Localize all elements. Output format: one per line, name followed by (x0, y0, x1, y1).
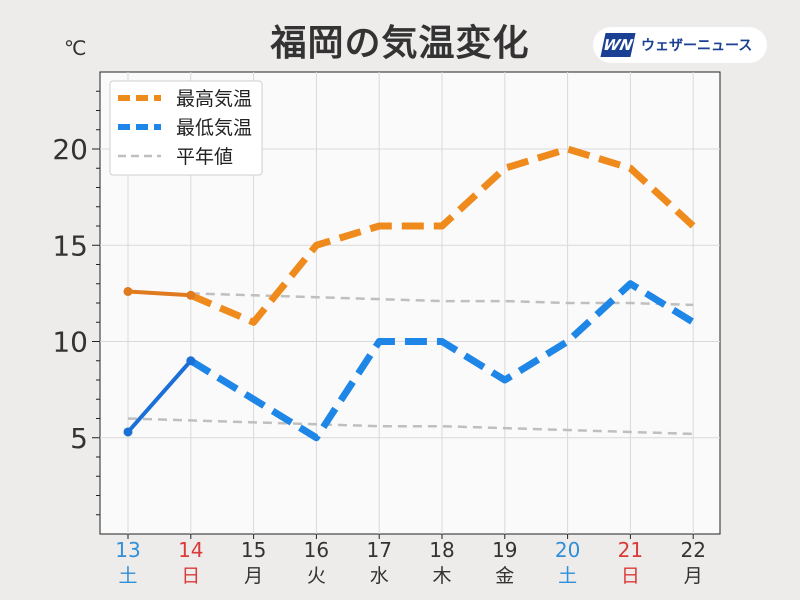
y-tick-label: 5 (70, 422, 88, 455)
chart-title: 福岡の気温変化 (270, 23, 530, 64)
x-tick-label-day: 20 (555, 538, 580, 562)
x-tick-label-weekday: 木 (432, 565, 451, 587)
low-observed-point (186, 356, 196, 366)
x-tick-label-day: 17 (366, 538, 391, 562)
x-tick-label-day: 21 (618, 538, 643, 562)
high-observed-point (123, 286, 133, 296)
y-tick-label: 10 (52, 326, 88, 359)
x-tick-label-day: 14 (178, 538, 203, 562)
x-tick-label-day: 19 (492, 538, 517, 562)
x-tick-label-day: 16 (304, 538, 329, 562)
legend-box (109, 80, 263, 176)
x-tick-label-weekday: 月 (684, 565, 703, 587)
low-observed-line (126, 359, 193, 434)
x-tick-label-weekday: 水 (370, 565, 389, 587)
legend-normal-label: 平年値 (176, 146, 233, 168)
x-tick-label-day: 18 (429, 538, 454, 562)
normal-low-line (127, 417, 694, 436)
x-tick-label-day: 13 (115, 538, 140, 562)
legend-low-label: 最低気温 (176, 117, 252, 139)
y-tick-label: 15 (52, 229, 88, 262)
high-observed-point (186, 290, 196, 300)
x-tick-label-weekday: 日 (621, 565, 640, 587)
x-tick-label-weekday: 日 (181, 565, 200, 587)
x-tick-label-weekday: 金 (495, 565, 514, 587)
x-tick-label-weekday: 月 (244, 565, 263, 587)
x-tick-label-day: 15 (241, 538, 266, 562)
brand-name: ウェザーニュース (641, 38, 753, 54)
legend-high-label: 最高気温 (176, 88, 252, 110)
y-axis-unit: ℃ (64, 36, 87, 60)
x-tick-label-weekday: 火 (307, 565, 326, 587)
x-tick-label-weekday: 土 (118, 565, 137, 587)
low-observed-point (123, 427, 133, 437)
x-tick-label-weekday: 土 (558, 565, 577, 587)
high-observed-line (127, 289, 191, 298)
brand-logo: WN ウェザーニュース (593, 27, 767, 63)
x-tick-label-day: 22 (680, 538, 705, 562)
y-tick-label: 20 (52, 133, 88, 166)
